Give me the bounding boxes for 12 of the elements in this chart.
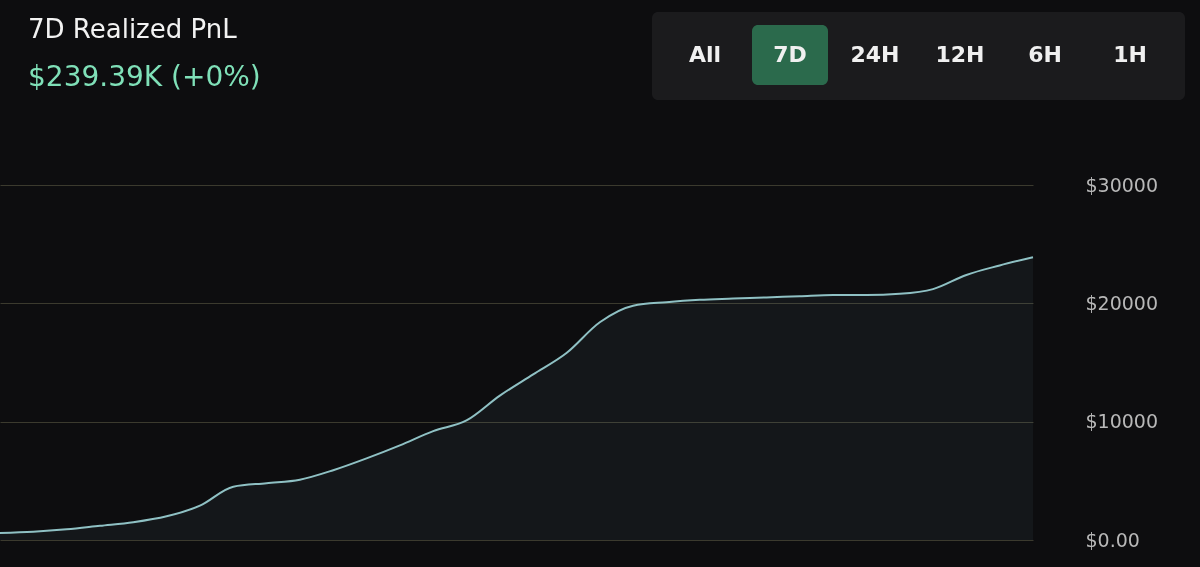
chart-title: 7D Realized PnL (28, 14, 238, 44)
text: 12H (935, 42, 985, 67)
text: All (688, 42, 722, 67)
y-tick-label: $10000 (1085, 410, 1159, 433)
y-tick-label: $0.00 (1085, 528, 1140, 551)
text: 7D (773, 42, 807, 67)
text: 24H (850, 42, 900, 67)
chart-subtitle: $239.39K (+0%) (28, 60, 261, 93)
y-tick-label: $30000 (1085, 173, 1159, 196)
text: 1H (1113, 42, 1147, 67)
text: 6H (1028, 42, 1062, 67)
y-tick-label: $20000 (1085, 291, 1159, 314)
